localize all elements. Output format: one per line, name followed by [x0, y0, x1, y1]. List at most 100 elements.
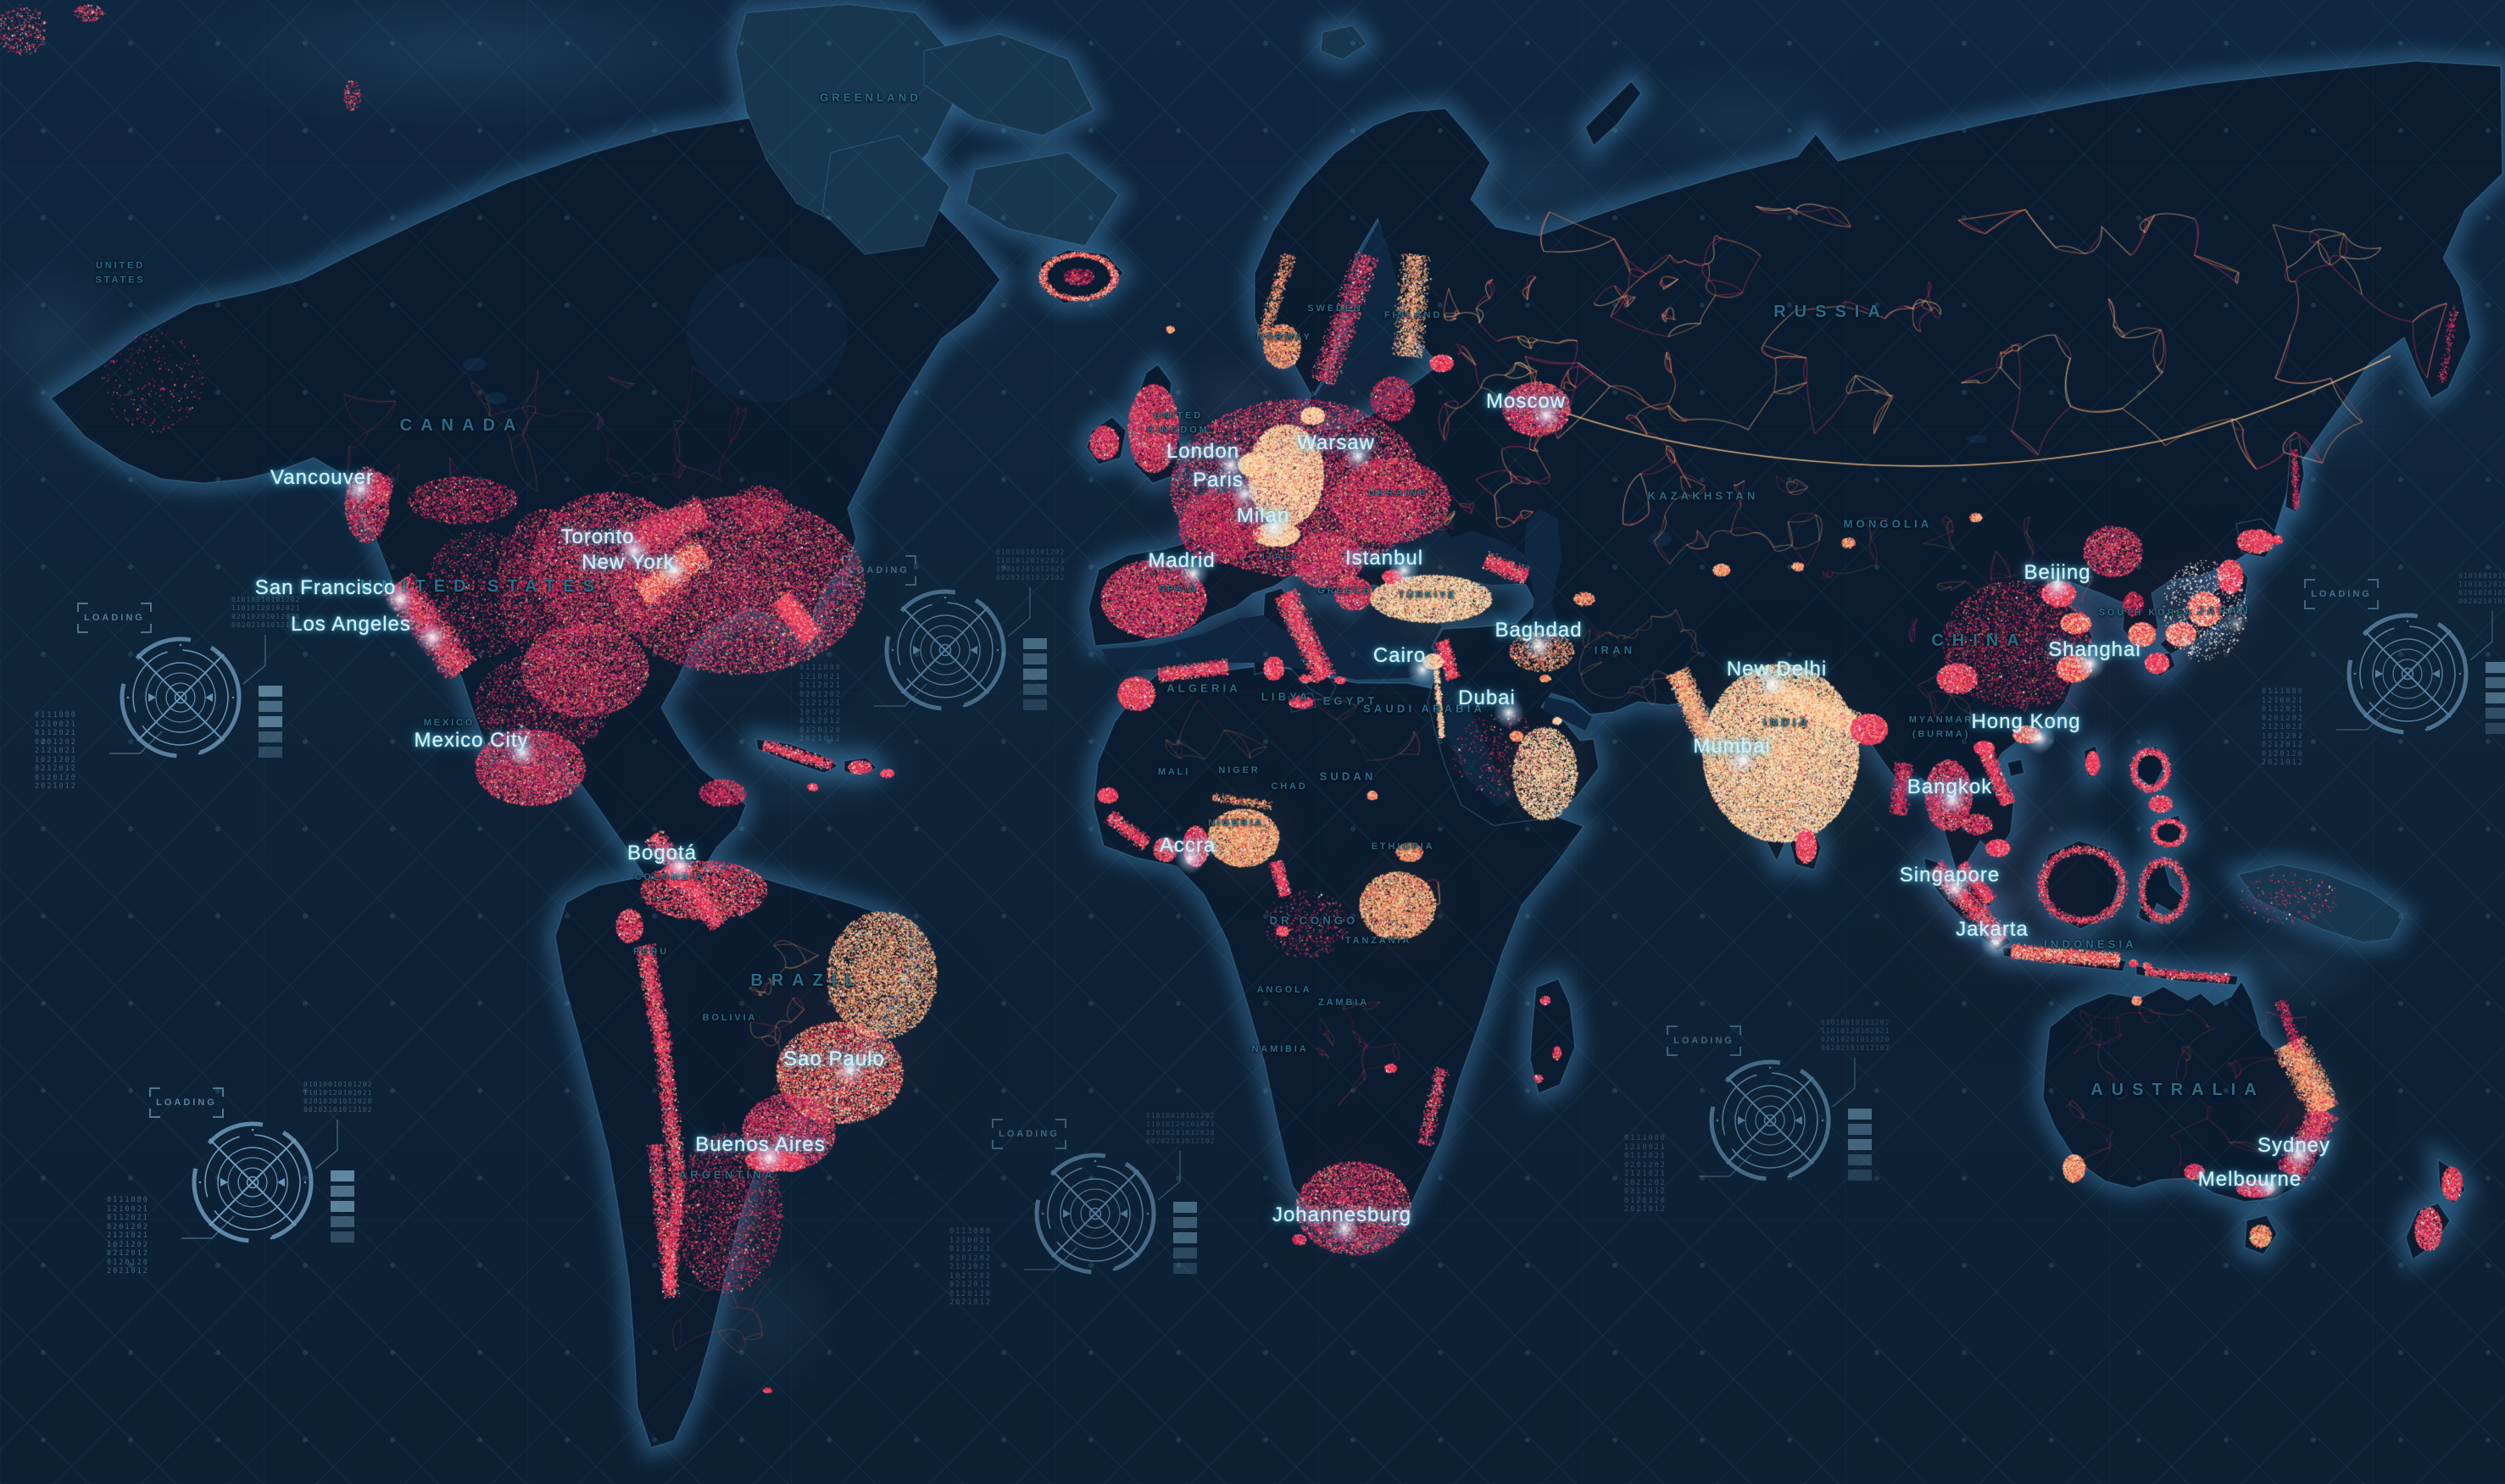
hud-digit-row: 0120120	[2262, 749, 2304, 759]
country-label: ARGENTINA	[678, 1168, 777, 1181]
city-label: Accra	[1159, 834, 1216, 857]
hud-connector-lines	[1024, 1151, 1181, 1270]
city-label: Vancouver	[270, 466, 374, 489]
loading-label: LOADING	[999, 1129, 1060, 1139]
hud-cluster: LOADING 0111080 1210021 0112021 0201202 21210…	[926, 1103, 1265, 1392]
hud-bar	[2486, 662, 2505, 673]
radar-target-icon	[2346, 613, 2469, 735]
country-label: MYANMAR (BURMA)	[1908, 714, 1974, 740]
city-glow-dot	[618, 535, 650, 567]
hud-digit-row: 1210021	[1624, 1142, 1667, 1152]
hud-bar	[1848, 1109, 1872, 1120]
city-label: Warsaw	[1297, 431, 1375, 454]
hud-bar	[259, 686, 282, 697]
hud-digit-row: 2021012	[949, 1298, 992, 1307]
radar-target-icon	[884, 589, 1006, 711]
hud-digit-matrix: 0111080 1210021 0112021 0201202 2121021 10212…	[2262, 687, 2304, 768]
country-label: ETHIOPIA	[1371, 841, 1435, 852]
hud-code-row: 11010120102021	[996, 557, 1066, 564]
city-label: Sydney	[2257, 1134, 2331, 1157]
loading-label: LOADING	[84, 613, 145, 623]
hud-digit-row: 1021202	[949, 1271, 992, 1281]
hud-digit-row: 2121021	[2262, 723, 2304, 731]
city-glow-dot	[1979, 926, 2012, 959]
country-label: IRAN	[1594, 643, 1636, 657]
city-glow-dot	[2041, 570, 2074, 602]
city-glow-dot	[1228, 478, 1261, 510]
hud-digit-row: 0120120	[799, 725, 842, 735]
hud-code-row: 02010201012020	[2458, 589, 2505, 597]
hud-code-row: 01010010101202	[231, 596, 301, 603]
city-label: Madrid	[1148, 549, 1216, 572]
country-label: EGYPT	[1322, 694, 1378, 708]
city-glow-dot	[344, 473, 376, 505]
hud-bar	[1023, 653, 1047, 664]
hud-code-row: 11010120102021	[1146, 1120, 1216, 1128]
hud-bar	[331, 1170, 354, 1181]
city-glow-dot	[1258, 511, 1290, 543]
city-label: New Delhi	[1726, 658, 1828, 681]
radar-target-icon	[120, 636, 242, 759]
hud-code-row: 11010120102021	[303, 1089, 373, 1097]
country-label: AUSTRALIA	[2090, 1081, 2265, 1099]
city-label: Singapore	[1899, 864, 2001, 887]
city-label: Johannesburg	[1272, 1203, 1412, 1226]
hud-digit-row: 1210021	[799, 672, 842, 681]
city-glow-dot	[1522, 630, 1555, 662]
hud-digit-matrix: 0111080 1210021 0112021 0201202 2121021 10212…	[949, 1227, 992, 1308]
hud-digit-row: 0120120	[949, 1289, 992, 1298]
hud-digit-row: 1021202	[2262, 731, 2304, 741]
hud-bar	[259, 716, 282, 727]
hud-digit-matrix: 0111080 1210021 0112021 0201202 2121021 10212…	[1624, 1134, 1667, 1214]
loading-label: LOADING	[2311, 589, 2372, 599]
country-label: NIGER	[1218, 764, 1261, 775]
hud-digit-row: 2121021	[107, 1231, 149, 1240]
loading-bracket: LOADING	[1667, 1025, 1741, 1056]
hud-digit-row: 0201202	[2262, 714, 2304, 723]
city-label: Moscow	[1485, 390, 1567, 413]
hud-digit-row: 0112021	[2262, 705, 2304, 714]
city-label: Buenos Aires	[695, 1133, 826, 1156]
city-label: Bangkok	[1907, 775, 1993, 798]
hud-digit-row: 0212012	[949, 1281, 992, 1289]
hud-digit-row: 0112021	[1624, 1152, 1667, 1160]
country-label: ITALY	[1261, 551, 1300, 562]
city-glow-dot	[1406, 653, 1439, 686]
hud-digit-row: 1210021	[2262, 696, 2304, 705]
country-label: ANGOLA	[1256, 984, 1312, 995]
city-label: Baghdad	[1495, 619, 1583, 642]
hud-bar	[331, 1231, 354, 1242]
hud-digit-row: 0111080	[35, 711, 77, 720]
country-label: SUDAN	[1319, 770, 1377, 783]
country-label: NAMIBIA	[1251, 1043, 1309, 1054]
city-label: Shanghai	[2048, 638, 2141, 661]
hud-digit-row: 0112021	[799, 681, 842, 690]
country-label: UKRAINE	[1367, 487, 1428, 498]
hud-code-row: 00202101012102	[1146, 1137, 1216, 1145]
hud-bar	[1848, 1124, 1872, 1135]
city-label: Mumbai	[1693, 735, 1771, 758]
country-label: MONGOLIA	[1843, 517, 1933, 531]
hud-signal-bars	[331, 1170, 354, 1247]
hud-connector-lines	[2336, 611, 2493, 731]
city-label: San Francisco	[254, 576, 397, 599]
hud-bar	[1173, 1248, 1197, 1259]
hud-digit-row: 0111080	[799, 664, 842, 672]
hud-cluster: LOADING 0111080 1210021 0112021 0201202 21210…	[2238, 564, 2505, 852]
hud-digit-row: 2121021	[1624, 1170, 1667, 1178]
hud-bar	[259, 731, 282, 742]
city-glow-dot	[1756, 668, 1788, 700]
hud-connector-lines	[109, 635, 266, 754]
city-label: Dubai	[1458, 686, 1516, 709]
hud-bar	[331, 1201, 354, 1212]
country-label: SOUTH KOREA	[2098, 607, 2195, 618]
hud-digit-row: 0212012	[35, 764, 77, 773]
hud-bar	[1023, 638, 1047, 649]
hud-digit-matrix: 0111080 1210021 0112021 0201202 2121021 10212…	[35, 711, 77, 792]
hud-bar	[2486, 723, 2505, 734]
country-label: UNITED STATES	[95, 260, 146, 286]
hud-cluster: LOADING 0111080 1210021 0112021 0201202 21210…	[83, 1072, 422, 1360]
city-label: Toronto	[560, 525, 635, 548]
